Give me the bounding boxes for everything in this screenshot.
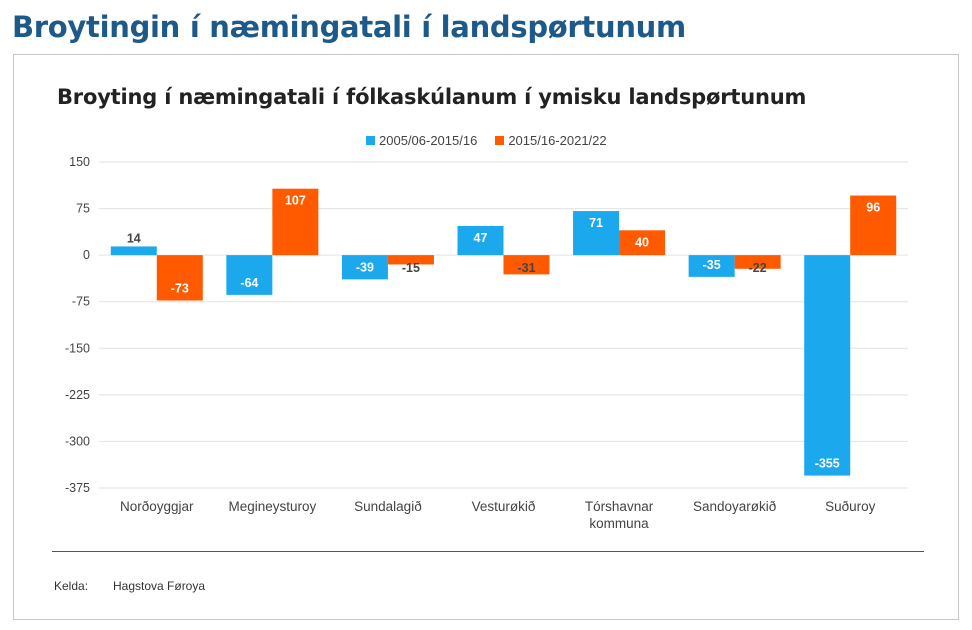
x-category-label: Norðoyggjar [120, 499, 194, 514]
data-label: -39 [356, 260, 374, 274]
data-label: 47 [474, 231, 488, 245]
legend-label-series-2: 2015/16-2021/22 [508, 133, 607, 148]
bar-series-2 [156, 255, 203, 301]
data-label: -15 [402, 261, 420, 275]
y-tick-label: -375 [65, 481, 90, 495]
x-category-label: Megineysturoy [228, 499, 316, 514]
y-tick-label: 0 [83, 248, 90, 262]
y-tick-label: 75 [76, 202, 90, 216]
x-category-label: Sandoyarøkið [693, 499, 776, 514]
legend-label-series-1: 2005/06-2015/16 [379, 133, 478, 148]
data-label: 71 [589, 216, 603, 230]
bar-series-2 [734, 255, 781, 269]
chart-legend: 2005/06-2015/16 2015/16-2021/22 [366, 133, 607, 148]
x-category-label: Sundalagið [354, 499, 422, 514]
bar-series-2 [503, 255, 550, 275]
y-tick-label: -225 [65, 388, 90, 402]
y-tick-label: -150 [65, 341, 90, 355]
legend-item-series-2: 2015/16-2021/22 [495, 133, 607, 148]
data-label: -31 [517, 261, 535, 275]
data-label: -35 [703, 258, 721, 272]
y-tick-label: -300 [65, 434, 90, 448]
x-category-label: Tórshavnar [585, 499, 654, 514]
source-label: Kelda: [54, 579, 89, 593]
data-label: -355 [815, 457, 840, 471]
data-label: 96 [866, 201, 880, 215]
chart-title: Broyting í næmingatali í fólkaskúlanum í… [57, 85, 807, 109]
bar-series-1 [688, 255, 735, 277]
x-category-label: kommuna [589, 516, 649, 531]
data-label: -64 [240, 276, 258, 290]
x-category-label: Vesturøkið [472, 499, 536, 514]
divider [52, 551, 924, 552]
bar-series-1 [110, 246, 157, 256]
bar-series-2 [619, 230, 666, 256]
bar-series-2 [272, 188, 319, 256]
bar-series-1 [457, 225, 504, 256]
bar-series-2 [387, 255, 434, 265]
x-category-label: Suðuroy [825, 499, 876, 514]
data-label: 40 [635, 235, 649, 249]
bar-chart: 150 75 0 -75 -150 -225 -300 -375 14 -73 Norðoyggja… [65, 155, 908, 531]
bar-series-2 [850, 195, 897, 256]
bar-series-1 [341, 255, 388, 280]
data-label: 107 [285, 194, 306, 208]
source-value: Hagstova Føroya [113, 579, 206, 593]
bar-series-1 [573, 211, 620, 256]
bar-series-1 [226, 255, 273, 295]
data-label: -73 [171, 281, 189, 295]
legend-item-series-1: 2005/06-2015/16 [366, 133, 477, 148]
bar-series-1 [804, 255, 851, 476]
y-tick-label: -75 [72, 295, 90, 309]
y-tick-label: 150 [69, 155, 90, 169]
legend-swatch-series-1 [366, 136, 375, 145]
chart-card: Broyting í næmingatali í fólkaskúlanum í… [13, 54, 959, 620]
data-label: 14 [127, 231, 141, 245]
page-heading: Broytingin í næmingatali í landspørtunum [12, 10, 686, 44]
legend-swatch-series-2 [495, 136, 505, 145]
data-label: -22 [749, 261, 767, 275]
